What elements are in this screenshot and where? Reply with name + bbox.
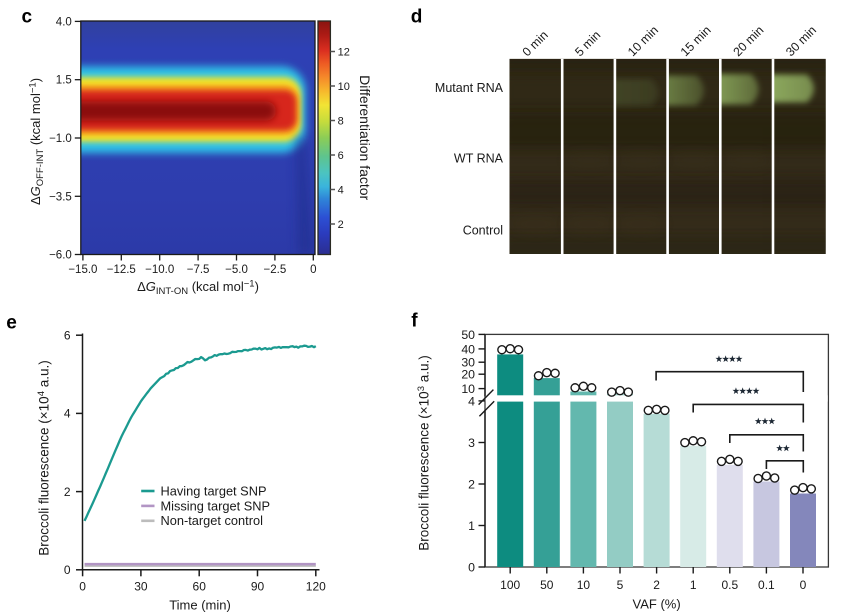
svg-text:0: 0 [468,560,475,574]
svg-text:−15.0: −15.0 [68,264,97,276]
svg-text:Non-target control: Non-target control [161,513,263,528]
svg-text:2: 2 [338,219,344,231]
svg-text:10: 10 [577,578,591,592]
svg-text:0.5: 0.5 [721,578,738,592]
svg-text:30: 30 [134,580,148,594]
svg-text:2: 2 [653,578,660,592]
svg-text:40: 40 [461,342,475,356]
svg-text:50: 50 [540,578,554,592]
svg-text:−12.5: −12.5 [107,264,136,276]
svg-text:−1.0: −1.0 [49,133,72,145]
svg-text:4: 4 [468,394,475,408]
svg-text:−10.0: −10.0 [145,264,174,276]
svg-text:6: 6 [338,150,344,162]
svg-text:3: 3 [468,436,475,450]
svg-text:90: 90 [251,580,265,594]
svg-text:100: 100 [500,578,520,592]
svg-text:6: 6 [64,328,71,342]
svg-text:−6.0: −6.0 [49,250,72,262]
svg-text:f: f [411,311,418,332]
svg-text:−5.0: −5.0 [225,264,248,276]
svg-text:d: d [411,7,423,28]
svg-text:120: 120 [306,580,326,594]
svg-text:10: 10 [461,382,475,396]
svg-text:10: 10 [338,81,350,93]
svg-text:50: 50 [461,328,475,342]
svg-text:0.1: 0.1 [758,578,775,592]
svg-text:4: 4 [338,184,344,196]
svg-text:4: 4 [64,407,71,421]
svg-text:60: 60 [193,580,207,594]
svg-text:20: 20 [461,368,475,382]
svg-text:Differentiation factor: Differentiation factor [357,75,373,200]
svg-text:Control: Control [463,224,503,238]
svg-text:5: 5 [617,578,624,592]
svg-text:Time (min): Time (min) [169,598,231,613]
svg-text:4.0: 4.0 [56,16,72,28]
svg-text:0: 0 [64,563,71,577]
svg-text:−7.5: −7.5 [187,264,210,276]
svg-text:Broccoli fluorescence (×103 a.: Broccoli fluorescence (×103 a.u.) [416,355,432,551]
svg-text:30: 30 [461,356,475,370]
svg-text:1: 1 [690,578,697,592]
svg-text:1: 1 [468,519,475,533]
svg-text:12: 12 [338,46,350,58]
svg-text:0: 0 [79,580,86,594]
svg-text:WT RNA: WT RNA [454,152,504,166]
svg-text:Having target SNP: Having target SNP [161,483,267,498]
svg-text:−3.5: −3.5 [49,191,72,203]
svg-text:Mutant RNA: Mutant RNA [435,81,504,95]
svg-text:VAF (%): VAF (%) [633,597,681,612]
svg-text:1.5: 1.5 [56,75,72,87]
svg-text:0: 0 [310,264,316,276]
svg-text:2: 2 [468,477,475,491]
svg-text:c: c [22,7,33,28]
svg-text:2: 2 [64,485,71,499]
svg-text:Broccoli fluorescence (×104 a.: Broccoli fluorescence (×104 a.u.) [36,360,52,556]
svg-text:8: 8 [338,115,344,127]
svg-text:0: 0 [800,578,807,592]
svg-text:Missing target SNP: Missing target SNP [161,498,271,513]
svg-text:−2.5: −2.5 [264,264,287,276]
svg-text:e: e [6,313,17,334]
